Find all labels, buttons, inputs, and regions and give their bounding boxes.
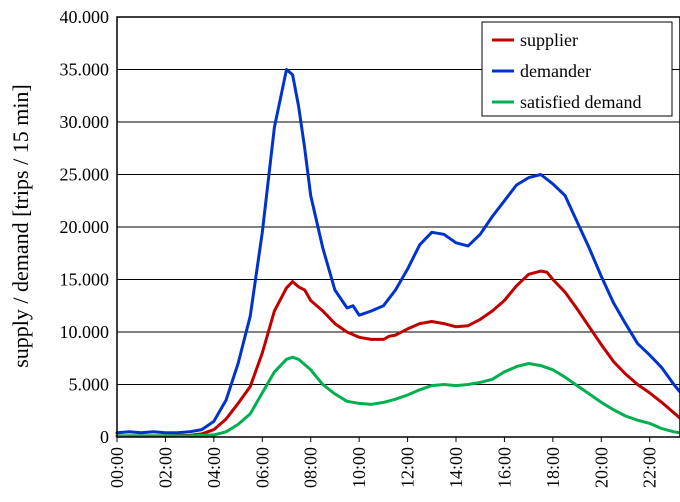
legend-box xyxy=(481,21,673,117)
legend-label-satisfied-demand: satisfied demand xyxy=(520,92,641,112)
legend-label-supplier: supplier xyxy=(520,30,578,50)
x-tick-label: 14:00 xyxy=(446,447,466,488)
x-tick-label: 02:00 xyxy=(155,447,175,488)
series-layer xyxy=(115,68,680,438)
series-line-supplier xyxy=(115,269,680,438)
x-axis-ticks: 00:00 02:00 04:00 06:00 08:00 10:00 12:00 14:00… xyxy=(107,437,660,488)
x-tick-label: 04:00 xyxy=(204,447,224,488)
y-tick-label: 5.000 xyxy=(69,375,110,395)
x-tick-label: 00:00 xyxy=(107,447,127,488)
x-tick-label: 06:00 xyxy=(252,447,272,488)
x-tick-label: 22:00 xyxy=(640,447,660,488)
x-tick-label: 18:00 xyxy=(543,447,563,488)
y-tick-label: 35.000 xyxy=(60,60,110,80)
series-line-satisfied-demand xyxy=(115,355,680,438)
plot-frame xyxy=(116,16,680,438)
series-line-demander xyxy=(115,68,680,435)
y-tick-label: 40.000 xyxy=(60,7,110,27)
y-tick-label: 10.000 xyxy=(60,322,110,342)
x-tick-label: 08:00 xyxy=(301,447,321,488)
x-tick-label: 16:00 xyxy=(494,447,514,488)
legend: supplier demander satisfied demand xyxy=(481,21,673,117)
x-tick-label: 20:00 xyxy=(591,447,611,488)
y-tick-label: 0 xyxy=(100,427,109,447)
y-tick-label: 25.000 xyxy=(60,165,110,185)
y-axis-ticks: 0 5.000 10.000 15.000 20.000 25.000 30.000 35.0… xyxy=(60,7,110,447)
x-tick-label: 10:00 xyxy=(349,447,369,488)
y-axis-label: supply / demand [trips / 15 min] xyxy=(8,84,33,368)
y-tick-label: 15.000 xyxy=(60,270,110,290)
x-tick-label: 12:00 xyxy=(398,447,418,488)
y-tick-label: 30.000 xyxy=(60,112,110,132)
y-tick-label: 20.000 xyxy=(60,217,110,237)
legend-label-demander: demander xyxy=(520,61,591,81)
